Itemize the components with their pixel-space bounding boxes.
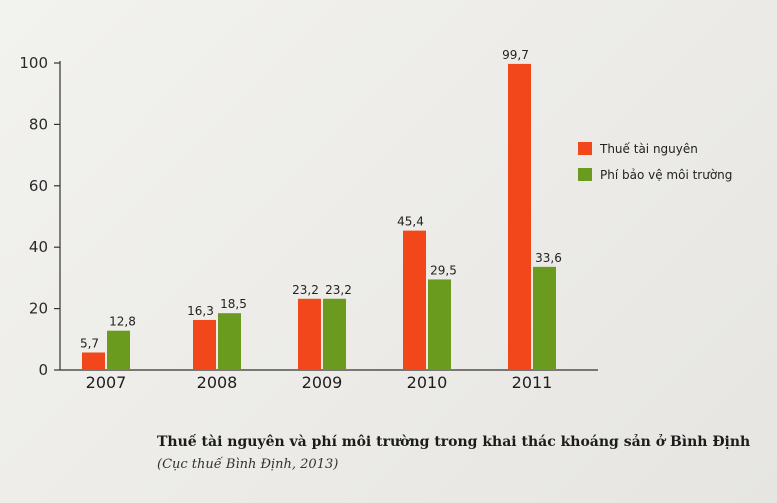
x-tick-label: 2011 [512,373,553,392]
data-label: 16,3 [187,304,214,318]
bar-thue-tai-nguyen [508,63,531,371]
x-tick-label: 2007 [86,373,127,392]
axes: 0 20 40 60 80 100 2007 2008 2009 2010 2011 [19,54,598,392]
data-label: 99,7 [502,48,529,62]
bar-thue-tai-nguyen [403,230,426,370]
legend-swatch [578,168,592,181]
data-label: 18,5 [220,297,247,311]
bar-phi-bao-ve-moi-truong [107,330,130,370]
y-tick-label: 20 [29,300,48,318]
legend-swatch [578,142,592,155]
bars: 5,7 12,8 16,3 18,5 23,2 23,2 45,4 29,5 99,7 33,6 [80,48,562,371]
legend: Thuế tài nguyên Phí bảo vệ môi trường [578,142,732,182]
bar-thue-tai-nguyen [82,352,105,370]
data-label: 23,2 [325,283,352,297]
data-label: 29,5 [430,263,457,277]
x-tick-label: 2008 [197,373,238,392]
legend-label: Thuế tài nguyên [599,142,698,156]
legend-label: Phí bảo vệ môi trường [600,168,732,182]
bar-phi-bao-ve-moi-truong [218,313,241,370]
bar-thue-tai-nguyen [193,319,216,370]
data-label: 23,2 [292,283,319,297]
y-tick-label: 100 [19,54,48,72]
y-tick-label: 60 [29,177,48,195]
y-tick-label: 0 [38,361,48,379]
chart-caption-title: Thuế tài nguyên và phí môi trường trong … [157,434,751,450]
y-tick-label: 40 [29,238,48,256]
bar-phi-bao-ve-moi-truong [323,298,346,370]
data-label: 5,7 [80,337,99,351]
x-tick-label: 2010 [407,373,448,392]
data-label: 12,8 [109,315,136,329]
data-label: 33,6 [535,251,562,265]
x-tick-label: 2009 [302,373,343,392]
chart-caption-source: (Cục thuế Bình Định, 2013) [157,457,339,472]
y-tick-label: 80 [29,115,48,133]
bar-phi-bao-ve-moi-truong [533,266,556,370]
bar-phi-bao-ve-moi-truong [428,279,451,370]
bar-thue-tai-nguyen [298,298,321,370]
data-label: 45,4 [397,215,424,229]
chart: 0 20 40 60 80 100 2007 2008 2009 2010 2011 5,7 12,8… [19,48,732,392]
